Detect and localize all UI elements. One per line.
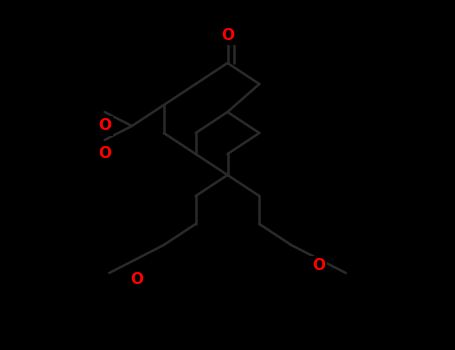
Text: O: O [130,273,143,287]
Text: O: O [98,119,111,133]
Text: O: O [221,28,234,42]
Text: O: O [98,147,111,161]
Text: O: O [312,259,325,273]
